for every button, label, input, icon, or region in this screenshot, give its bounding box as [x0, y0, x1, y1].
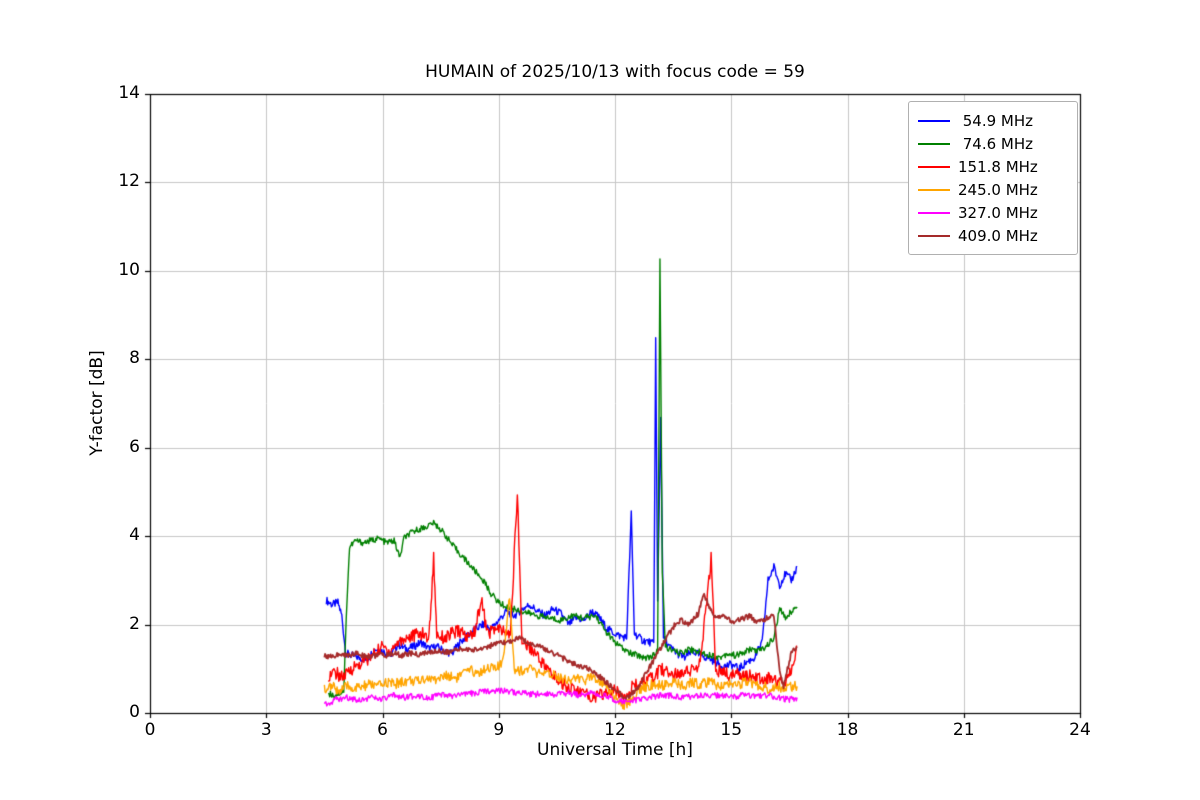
legend-line-swatch	[918, 211, 950, 214]
legend-label: 74.6 MHz	[958, 134, 1034, 153]
legend-line-swatch	[918, 142, 950, 145]
legend-entry: 245.0 MHz	[918, 178, 1068, 201]
x-tick-label: 12	[604, 720, 626, 740]
legend-line-swatch	[918, 188, 950, 191]
legend: 54.9 MHz 74.6 MHz 151.8 MHz 245.0 MHz 327.0…	[908, 101, 1078, 255]
x-tick-label: 24	[1069, 720, 1091, 740]
x-tick-label: 0	[144, 720, 156, 740]
legend-entry: 409.0 MHz	[918, 224, 1068, 247]
chart-title: HUMAIN of 2025/10/13 with focus code = 5…	[425, 62, 805, 82]
y-tick-label: 10	[118, 259, 140, 280]
x-axis-label: Universal Time [h]	[537, 740, 693, 760]
x-tick-label: 18	[836, 720, 859, 740]
y-tick-label: 4	[129, 525, 140, 546]
legend-label: 151.8 MHz	[958, 157, 1038, 176]
legend-line-swatch	[918, 234, 950, 237]
x-tick-label: 15	[720, 720, 743, 740]
legend-entry: 54.9 MHz	[918, 109, 1068, 132]
legend-label: 409.0 MHz	[958, 226, 1038, 245]
y-tick-label: 12	[118, 171, 140, 192]
y-tick-label: 8	[129, 348, 140, 369]
legend-label: 245.0 MHz	[958, 180, 1038, 199]
x-tick-label: 9	[493, 720, 505, 740]
legend-line-swatch	[918, 119, 950, 122]
legend-entry: 74.6 MHz	[918, 132, 1068, 155]
legend-label: 54.9 MHz	[958, 111, 1034, 130]
x-tick-label: 3	[260, 720, 272, 740]
x-tick-label: 21	[952, 720, 975, 740]
legend-label: 327.0 MHz	[958, 203, 1038, 222]
legend-entry: 327.0 MHz	[918, 201, 1068, 224]
y-tick-label: 0	[129, 702, 140, 722]
legend-line-swatch	[918, 165, 950, 168]
legend-entry: 151.8 MHz	[918, 155, 1068, 178]
x-tick-label: 6	[377, 720, 388, 740]
y-tick-label: 6	[129, 436, 140, 457]
y-tick-label: 2	[129, 613, 140, 634]
y-tick-label: 14	[118, 83, 140, 103]
